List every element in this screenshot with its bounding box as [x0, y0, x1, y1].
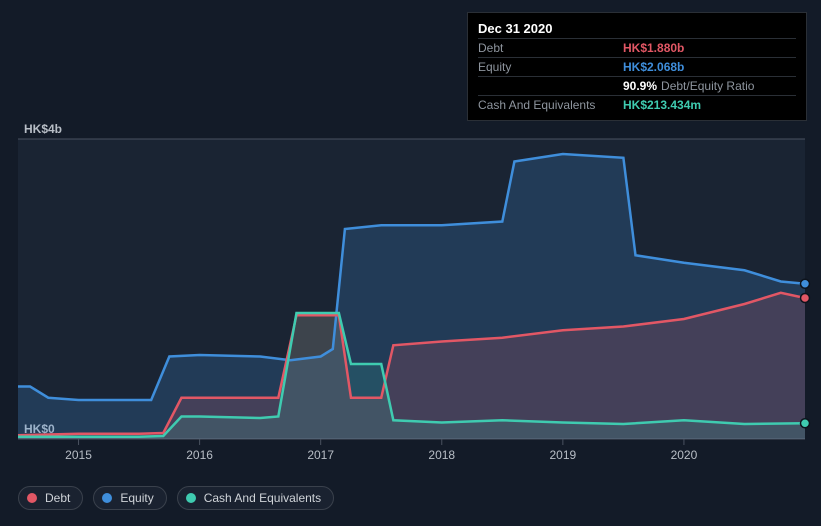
- tooltip-row: EquityHK$2.068b: [478, 57, 796, 76]
- tooltip-row-label: Debt: [478, 41, 623, 55]
- tooltip-row-label: Cash And Equivalents: [478, 98, 623, 112]
- x-axis-label: 2015: [65, 448, 92, 462]
- legend-item-label: Cash And Equivalents: [204, 491, 321, 505]
- chart-container: Dec 31 2020 DebtHK$1.880bEquityHK$2.068b…: [0, 0, 821, 526]
- tooltip-row: 90.9%Debt/Equity Ratio: [478, 76, 796, 95]
- y-axis-label: HK$4b: [24, 122, 62, 136]
- x-axis-label: 2020: [671, 448, 698, 462]
- legend-item-cash[interactable]: Cash And Equivalents: [177, 486, 334, 510]
- tooltip-row-value: HK$213.434m: [623, 98, 701, 112]
- tooltip-rows: DebtHK$1.880bEquityHK$2.068b90.9%Debt/Eq…: [478, 38, 796, 114]
- tooltip-row: Cash And EquivalentsHK$213.434m: [478, 95, 796, 114]
- chart-legend: Debt Equity Cash And Equivalents: [18, 486, 334, 510]
- x-axis-label: 2017: [307, 448, 334, 462]
- tooltip-date: Dec 31 2020: [478, 19, 796, 38]
- legend-item-debt[interactable]: Debt: [18, 486, 83, 510]
- legend-item-label: Equity: [120, 491, 153, 505]
- tooltip-row-value: HK$2.068b: [623, 60, 684, 74]
- x-axis-label: 2019: [549, 448, 576, 462]
- legend-swatch-icon: [102, 493, 112, 503]
- data-tooltip: Dec 31 2020 DebtHK$1.880bEquityHK$2.068b…: [467, 12, 807, 121]
- legend-item-equity[interactable]: Equity: [93, 486, 166, 510]
- tooltip-row-label: [478, 79, 623, 93]
- x-axis-label: 2018: [428, 448, 455, 462]
- tooltip-row-value: HK$1.880b: [623, 41, 684, 55]
- series-end-marker-debt: [801, 294, 810, 303]
- x-axis-label: 2016: [186, 448, 213, 462]
- tooltip-row-value: 90.9%Debt/Equity Ratio: [623, 79, 754, 93]
- tooltip-row-suffix: Debt/Equity Ratio: [661, 79, 754, 93]
- legend-swatch-icon: [27, 493, 37, 503]
- tooltip-row: DebtHK$1.880b: [478, 38, 796, 57]
- tooltip-row-label: Equity: [478, 60, 623, 74]
- legend-item-label: Debt: [45, 491, 70, 505]
- series-end-marker-equity: [801, 279, 810, 288]
- legend-swatch-icon: [186, 493, 196, 503]
- series-end-marker-cash: [801, 419, 810, 428]
